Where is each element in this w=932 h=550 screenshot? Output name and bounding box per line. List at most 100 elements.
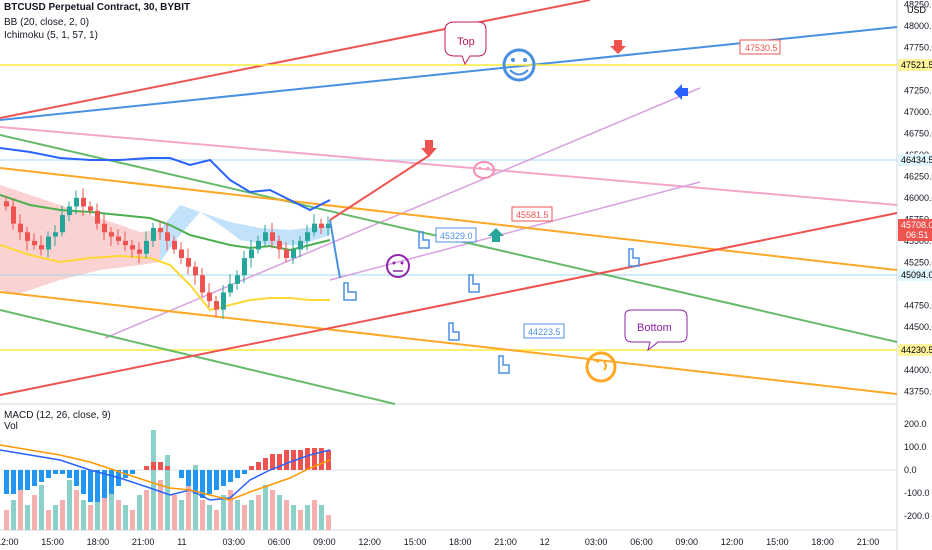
- volume-bars: [4, 430, 331, 530]
- macd-bar: [277, 454, 282, 470]
- label-45581: 45581.5: [516, 210, 549, 220]
- candle-body: [116, 236, 121, 241]
- hand-pointer-icon[interactable]: [418, 231, 430, 249]
- pig-icon: [473, 161, 495, 179]
- hand-pointer-icon[interactable]: [343, 282, 357, 301]
- volume-bar: [277, 495, 282, 530]
- time-axis-tick: 03:00: [223, 537, 246, 547]
- macd-bar: [298, 450, 303, 470]
- time-axis-tick: 06:00: [630, 537, 653, 547]
- candle-body: [4, 201, 9, 207]
- volume-bar: [81, 500, 86, 530]
- price-axis-tick: 47750.0: [904, 42, 932, 52]
- label-45581-box[interactable]: [511, 206, 553, 222]
- macd-bar: [228, 470, 233, 482]
- macd-bar: [193, 470, 198, 494]
- arrow-left-icon[interactable]: [674, 84, 688, 100]
- candle-body: [249, 249, 254, 259]
- candle-body: [137, 249, 142, 254]
- bottom-callout-bubble[interactable]: [624, 309, 688, 352]
- price-axis-tick: 47000.0: [904, 107, 932, 117]
- legend-ichimoku[interactable]: Ichimoku (5, 1, 57, 1): [4, 30, 98, 41]
- macd-bar: [186, 470, 191, 486]
- neutral-face-icon[interactable]: [386, 254, 410, 278]
- price-axis-tick: 44750.0: [904, 300, 932, 310]
- candle-body: [158, 227, 163, 233]
- label-44223-box[interactable]: [523, 323, 565, 339]
- macd-bar: [249, 466, 254, 470]
- time-axis-tick: 21:00: [494, 537, 517, 547]
- price-axis-tick: 44500.0: [904, 322, 932, 332]
- candle-body: [88, 206, 93, 211]
- hand-pointer-icon[interactable]: [498, 355, 510, 374]
- macd-bar: [130, 470, 135, 474]
- macd-bar: [11, 470, 16, 494]
- candle-body: [319, 223, 324, 228]
- macd-axis[interactable]: 200.0 100.0 0.0 -100.0 -200.0: [904, 419, 930, 521]
- green-trendline-lower: [0, 309, 396, 405]
- macd-bar: [284, 450, 289, 470]
- bottom-callout-text: Bottom: [637, 322, 672, 334]
- candle-body: [81, 197, 86, 207]
- volume-bar: [221, 495, 226, 530]
- hand-pointer-icon[interactable]: [468, 274, 480, 293]
- candle-body: [221, 292, 226, 310]
- volume-bar: [263, 485, 268, 530]
- macd-bar: [305, 448, 310, 470]
- label-47530-box[interactable]: [739, 39, 781, 55]
- time-axis[interactable]: 12:00 15:00 18:00 21:00 11 03:00 06:00 09:00 12:…: [0, 537, 879, 547]
- price-axis-currency: USD: [907, 5, 927, 15]
- arrow-up-icon[interactable]: [488, 228, 504, 242]
- volume-bar: [326, 515, 331, 530]
- volume-bar: [179, 500, 184, 530]
- macd-bar: [32, 470, 37, 486]
- hand-pointer-icon[interactable]: [448, 322, 460, 341]
- volume-bar: [249, 500, 254, 530]
- macd-bar: [165, 466, 170, 470]
- macd-bar: [235, 470, 240, 478]
- arrow-down-icon[interactable]: [421, 140, 437, 157]
- candle-body: [263, 232, 268, 241]
- volume-bar: [158, 480, 163, 530]
- macd-bar: [46, 470, 51, 478]
- time-axis-tick: 18:00: [811, 537, 834, 547]
- candle-body: [305, 232, 310, 241]
- orange-trendline-upper: [0, 167, 898, 271]
- price-axis-tick: 46000.0: [904, 193, 932, 203]
- top-callout-bubble[interactable]: [444, 21, 487, 66]
- volume-bar: [4, 510, 9, 530]
- price-axis-tick: 48000.0: [904, 21, 932, 31]
- macd-axis-tick: 200.0: [904, 419, 927, 429]
- arrow-down-icon[interactable]: [610, 40, 626, 54]
- price-tag-47521: 47521.5: [901, 60, 932, 70]
- candle-body: [109, 232, 114, 237]
- price-tag-44230-bg: [898, 344, 932, 356]
- smiley-icon[interactable]: [502, 48, 536, 82]
- time-axis-tick: 12:00: [358, 537, 381, 547]
- volume-bar: [312, 500, 317, 530]
- hand-pointer-icon[interactable]: [628, 248, 640, 267]
- macd-bar: [39, 470, 44, 482]
- label-44223: 44223.5: [528, 327, 561, 337]
- volume-bar: [60, 500, 65, 530]
- macd-bar: [242, 470, 247, 474]
- time-axis-tick: 21:00: [132, 537, 155, 547]
- label-45329-box[interactable]: [435, 227, 477, 243]
- price-tag-countdown: 06:51: [906, 230, 929, 240]
- sleepy-face-icon[interactable]: [585, 351, 617, 383]
- candle-body: [214, 301, 219, 310]
- price-tag-44230: 44230.5: [901, 345, 932, 355]
- time-axis-tick: 18:00: [449, 537, 472, 547]
- macd-bar: [81, 470, 86, 494]
- legend-macd[interactable]: MACD (12, 26, close, 9): [4, 410, 111, 421]
- candle-body: [11, 206, 16, 224]
- legend-bb[interactable]: BB (20, close, 2, 0): [4, 17, 90, 28]
- macd-bar: [109, 470, 114, 494]
- candle-body: [200, 275, 205, 293]
- volume-bar: [270, 490, 275, 530]
- candle-body: [39, 245, 44, 250]
- macd-bar: [144, 466, 149, 470]
- candle-body: [193, 266, 198, 276]
- legend-vol[interactable]: Vol: [4, 421, 18, 432]
